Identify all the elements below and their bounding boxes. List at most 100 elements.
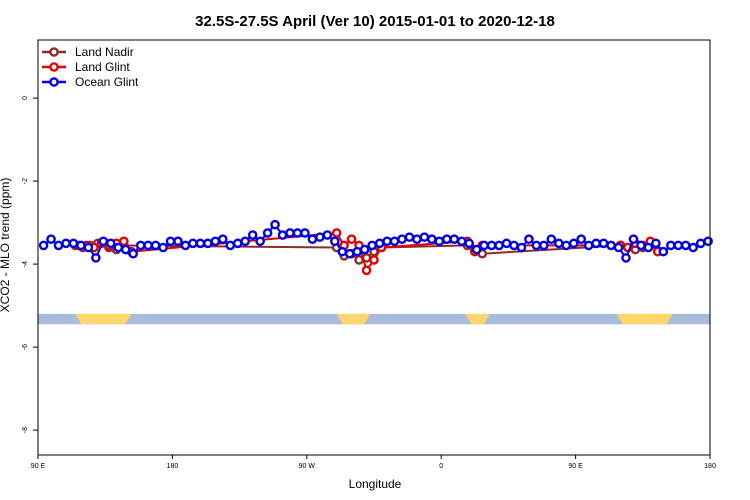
series-2-point — [367, 240, 377, 251]
series-2-point — [374, 238, 385, 249]
series-2-point — [554, 238, 564, 249]
series-2-point — [628, 234, 639, 244]
series-2-point — [673, 240, 684, 251]
series-2-point — [352, 246, 363, 257]
legend-label-2: Ocean Glint — [75, 75, 139, 89]
series-2-point — [643, 242, 654, 253]
series-2-point — [98, 236, 109, 247]
series-2-point — [262, 228, 273, 238]
series-2-point — [434, 236, 445, 247]
series-2-point — [658, 246, 669, 257]
series-2-point — [359, 244, 370, 255]
ocean-band — [38, 313, 710, 325]
series-2-point — [613, 242, 624, 253]
y-tick-label-3: -6 — [22, 344, 29, 350]
series-2-point — [322, 230, 333, 240]
series-2-point — [621, 253, 631, 263]
series-2-point — [419, 232, 430, 242]
series-2-point — [91, 253, 101, 263]
series-2-point — [203, 238, 213, 249]
series-2-point — [150, 240, 161, 251]
series-1-point — [361, 265, 372, 276]
series-0-point — [354, 255, 364, 265]
series-2-point — [666, 240, 676, 251]
land-segment-1 — [336, 313, 371, 325]
series-2-point — [404, 232, 415, 242]
series-2-point — [389, 236, 400, 247]
series-2-point — [524, 234, 534, 244]
series-2-point — [568, 238, 579, 249]
series-2-point — [501, 238, 512, 249]
series-2-point — [412, 234, 422, 244]
series-2-point — [232, 238, 243, 249]
y-tick-label-1: -2 — [22, 178, 29, 184]
series-2-point — [382, 236, 392, 247]
series-2-point — [591, 238, 601, 249]
x-tick-label-3: 0 — [439, 463, 443, 470]
series-2-point — [441, 234, 452, 244]
x-tick-label-4: 90 E — [568, 463, 583, 470]
legend-label-0: Land Nadir — [75, 45, 134, 59]
y-tick-label-4: -8 — [22, 427, 29, 433]
x-axis: 90 E 180 90 W 0 90 E 180 — [31, 455, 716, 470]
series-2-point — [606, 240, 616, 251]
data-series — [38, 219, 713, 276]
series-2-point — [46, 234, 56, 244]
x-tick-label-2: 90 W — [299, 463, 316, 470]
series-2-point — [479, 240, 489, 251]
series-2-point — [546, 234, 557, 244]
y-axis-label: XCO2 - MLO trend (ppm) — [0, 178, 12, 313]
series-1-point — [369, 255, 379, 265]
series-1-point — [119, 236, 129, 247]
series-2-point — [703, 236, 713, 247]
series-2-point — [83, 242, 94, 253]
series-2-point — [509, 240, 519, 251]
series-2-point — [307, 234, 318, 244]
plot-frame — [37, 39, 711, 456]
series-2-point — [68, 238, 79, 249]
series-2-point — [53, 240, 64, 251]
series-2-point — [292, 228, 303, 238]
series-2-point — [158, 242, 168, 253]
series-1-point — [331, 228, 342, 238]
land-segment-0 — [75, 313, 132, 325]
series-2-point — [695, 238, 706, 249]
series-2-point — [516, 242, 527, 253]
series-2-point — [329, 236, 340, 247]
series-1-point — [346, 234, 357, 244]
series-2-point — [300, 228, 310, 238]
series-2-point — [539, 240, 549, 251]
series-2-point — [277, 230, 288, 240]
legend-label-1: Land Glint — [75, 60, 130, 74]
series-2-point — [636, 240, 646, 251]
series-2-point — [188, 238, 198, 249]
legend-marker-2 — [49, 77, 59, 87]
series-2-point — [315, 232, 325, 242]
land-ocean-band — [38, 313, 710, 325]
series-2-point — [173, 236, 183, 247]
series-2-point — [464, 238, 475, 249]
series-2-point — [397, 234, 407, 244]
series-2-point — [598, 238, 609, 249]
x-tick-label-1: 180 — [167, 463, 179, 470]
series-2-point — [210, 236, 221, 247]
series-2-point — [61, 238, 71, 249]
series-2-point — [195, 238, 206, 249]
y-axis: 0 -2 -4 -6 -8 — [22, 96, 38, 433]
series-2-point — [113, 242, 124, 253]
y-tick-label-0: 0 — [22, 96, 29, 100]
series-2-point — [240, 236, 250, 247]
series-2-point — [471, 244, 482, 255]
x-tick-label-5: 180 — [704, 463, 716, 470]
series-2-point — [486, 240, 497, 251]
series-2-point — [494, 240, 504, 251]
series-2-point — [165, 236, 176, 247]
series-2-point — [135, 240, 146, 251]
series-2 — [38, 219, 713, 263]
series-2-point — [651, 238, 661, 249]
series-2-point — [225, 240, 236, 251]
series-2-point — [106, 238, 116, 249]
legend-marker-0 — [49, 47, 59, 57]
series-2-point — [143, 240, 153, 251]
